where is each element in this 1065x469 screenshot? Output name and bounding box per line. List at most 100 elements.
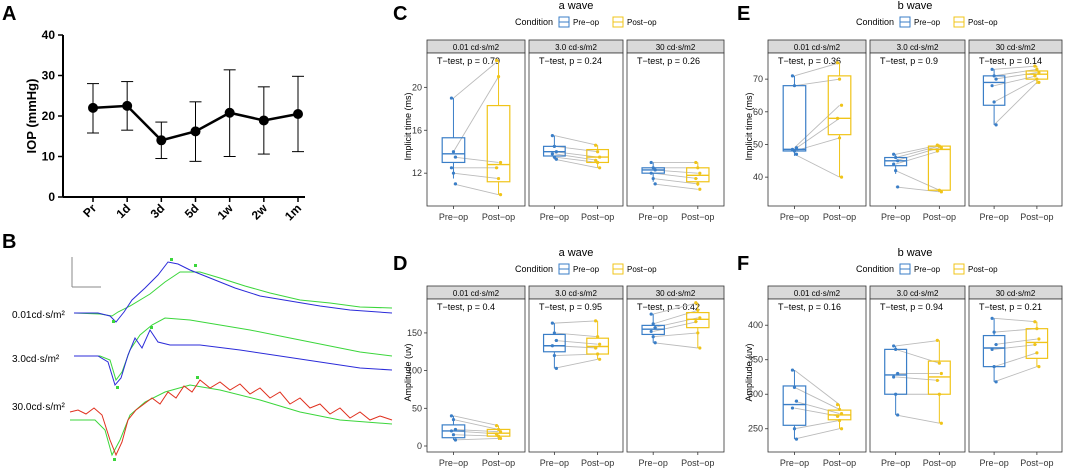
paired-line xyxy=(895,186,940,193)
panel-letter-c: C xyxy=(393,3,407,25)
point-post xyxy=(496,434,501,438)
mean-point xyxy=(190,126,201,137)
point-post xyxy=(696,182,700,186)
facet: 3.0 cd·s/m2 T−test, p = 0.24 Pre−op Post−op xyxy=(528,39,624,222)
paired-line xyxy=(653,178,698,185)
x-tick-label: Post−op xyxy=(581,212,614,222)
mean-point xyxy=(293,108,303,119)
point-post xyxy=(1033,74,1037,78)
facet-strip-label: 30 cd·s/m2 xyxy=(996,289,1036,298)
y-tick-label: 400 xyxy=(748,320,763,330)
paired-line xyxy=(554,158,598,169)
paired-line xyxy=(653,302,698,315)
y-tick-label: 60 xyxy=(753,107,763,117)
point-pre xyxy=(451,150,456,154)
paired-line xyxy=(653,342,698,349)
point-pre xyxy=(992,330,996,334)
panel-a-line-chart: 0 10 20 30 40 IOP (mmHg) Pr 1d 3d 5d 1w 2w 1m xyxy=(24,28,305,223)
trace-3-0-pre xyxy=(74,328,393,387)
point-post xyxy=(1035,67,1039,71)
point-pre xyxy=(550,134,554,138)
point-pre xyxy=(990,316,994,320)
point-pre xyxy=(994,342,998,347)
y-tick-label: 20 xyxy=(412,82,422,92)
facet-stat: T−test, p = 0.26 xyxy=(637,56,700,66)
point-post xyxy=(837,136,842,140)
point-post xyxy=(696,308,700,312)
x-tick-label: Post−op xyxy=(1020,458,1053,468)
point-pre xyxy=(894,169,898,173)
point-post xyxy=(694,160,698,165)
x-tick-label: Post−op xyxy=(823,212,856,222)
x-tick-label: Post−op xyxy=(681,458,714,468)
point-post xyxy=(935,378,939,383)
facet-stat: T−test, p = 0.94 xyxy=(880,302,943,312)
point-post xyxy=(1037,365,1041,369)
point-pre xyxy=(649,312,653,316)
point-post xyxy=(835,402,840,407)
point-post xyxy=(598,357,602,361)
paired-line xyxy=(554,135,598,146)
point-post xyxy=(939,421,943,425)
point-pre xyxy=(550,321,554,325)
trace-0-01-post xyxy=(73,271,393,317)
point-post xyxy=(1033,320,1037,324)
point-pre xyxy=(990,347,994,351)
paired-line xyxy=(794,400,840,414)
point-post xyxy=(494,432,499,436)
facet: 3.0 cd·s/m2 T−test, p = 0.94 Pre−op Post−op xyxy=(869,285,966,468)
point-post xyxy=(837,407,842,412)
panel-title: a wave xyxy=(559,247,594,259)
point-post xyxy=(494,58,499,63)
point-pre xyxy=(794,437,799,441)
point-pre xyxy=(449,166,454,170)
legend-label: Pre−op xyxy=(573,265,600,274)
facet: 3.0 cd·s/m2 T−test, p = 0.9 Pre−op Post−op xyxy=(869,39,966,222)
paired-line xyxy=(453,415,499,427)
panel-e-box-chart: b wave Condition Pre−op Post−op Implicit tim… xyxy=(744,0,1063,222)
point-pre xyxy=(649,160,653,165)
point-pre xyxy=(554,338,558,343)
point-pre xyxy=(449,96,454,100)
facet-strip-label: 30 cd·s/m2 xyxy=(656,43,696,52)
point-pre xyxy=(792,385,797,389)
point-pre xyxy=(992,365,996,369)
paired-line xyxy=(453,419,499,430)
paired-line xyxy=(453,172,499,179)
point-pre xyxy=(990,67,994,71)
paired-line xyxy=(993,352,1038,368)
y-tick-label: 100 xyxy=(407,366,422,376)
y-tick-label: 40 xyxy=(42,28,56,42)
facet-strip-label: 0.01 cd·s/m2 xyxy=(453,289,500,298)
point-post xyxy=(596,150,600,154)
paired-line xyxy=(794,78,840,87)
facet: 3.0 cd·s/m2 T−test, p = 0.95 Pre−op Post−op xyxy=(528,285,624,468)
point-pre xyxy=(992,100,996,104)
point-post xyxy=(498,193,503,197)
facet-stat: T−test, p = 0.95 xyxy=(539,302,602,312)
point-pre xyxy=(451,171,456,175)
point-pre xyxy=(794,152,799,156)
point-pre xyxy=(792,427,797,431)
paired-line xyxy=(794,104,840,149)
y-tick-label: 16 xyxy=(412,125,422,135)
x-tick-label: Pre−op xyxy=(639,458,668,468)
point-post xyxy=(598,342,602,346)
point-pre xyxy=(894,347,898,351)
paired-line xyxy=(554,151,598,158)
point-post xyxy=(939,146,943,150)
point-post xyxy=(698,171,702,175)
point-pre xyxy=(792,149,797,153)
point-pre xyxy=(892,375,896,379)
point-pre xyxy=(994,380,998,384)
legend: Condition Pre−op Post−op xyxy=(856,16,998,28)
box-post xyxy=(827,75,852,136)
point-pre xyxy=(790,406,795,410)
point-post xyxy=(596,352,600,356)
paired-line xyxy=(653,183,698,190)
x-tick-label: 1m xyxy=(282,201,304,223)
point-post xyxy=(1037,80,1041,84)
facet-stat: T−test, p = 0.9 xyxy=(880,56,938,66)
box-pre xyxy=(441,137,466,164)
paired-line xyxy=(794,420,840,430)
